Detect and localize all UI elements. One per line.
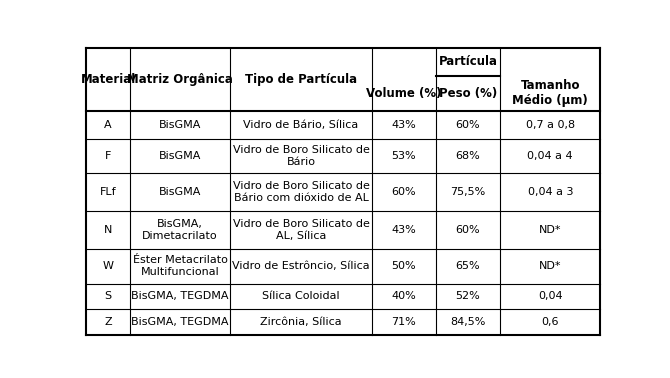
Text: 43%: 43% (391, 225, 416, 235)
Text: Sílica Coloidal: Sílica Coloidal (262, 291, 340, 301)
Text: 0,04 a 4: 0,04 a 4 (527, 151, 573, 161)
Text: 0,6: 0,6 (541, 317, 559, 327)
Text: Vidro de Bário, Sílica: Vidro de Bário, Sílica (243, 120, 358, 130)
Text: A: A (105, 120, 112, 130)
Text: 84,5%: 84,5% (450, 317, 486, 327)
Text: ND*: ND* (539, 225, 561, 235)
Text: 65%: 65% (456, 261, 480, 271)
Text: BisGMA: BisGMA (159, 151, 202, 161)
Text: 60%: 60% (456, 120, 480, 130)
Text: Z: Z (105, 317, 112, 327)
Text: 0,04: 0,04 (538, 291, 563, 301)
Text: 0,04 a 3: 0,04 a 3 (527, 187, 573, 197)
Text: Peso (%): Peso (%) (439, 87, 497, 100)
Text: 43%: 43% (391, 120, 416, 130)
Text: Zircônia, Sílica: Zircônia, Sílica (260, 317, 342, 327)
Text: 60%: 60% (456, 225, 480, 235)
Text: Material: Material (80, 73, 136, 86)
Text: 75,5%: 75,5% (450, 187, 486, 197)
Text: Matriz Orgânica: Matriz Orgânica (127, 73, 233, 86)
Text: 68%: 68% (456, 151, 480, 161)
Text: Tipo de Partícula: Tipo de Partícula (245, 73, 357, 86)
Text: Éster Metacrilato
Multifuncional: Éster Metacrilato Multifuncional (133, 256, 228, 277)
Text: F: F (105, 151, 111, 161)
Text: 53%: 53% (391, 151, 416, 161)
Text: 60%: 60% (391, 187, 416, 197)
Text: 40%: 40% (391, 291, 416, 301)
Text: BisGMA: BisGMA (159, 120, 202, 130)
Text: S: S (105, 291, 112, 301)
Text: Tamanho
Médio (μm): Tamanho Médio (μm) (513, 79, 588, 107)
Text: BisGMA,
Dimetacrilato: BisGMA, Dimetacrilato (142, 219, 218, 241)
Text: Volume (%): Volume (%) (366, 87, 442, 100)
Text: N: N (104, 225, 113, 235)
Text: 52%: 52% (456, 291, 480, 301)
Text: 0,7 a 0,8: 0,7 a 0,8 (526, 120, 575, 130)
Text: 50%: 50% (391, 261, 416, 271)
Text: Partícula: Partícula (439, 56, 498, 68)
Text: Vidro de Boro Silicato de
Bário: Vidro de Boro Silicato de Bário (232, 145, 369, 167)
Text: Vidro de Boro Silicato de
Bário com dióxido de AL: Vidro de Boro Silicato de Bário com dióx… (232, 181, 369, 203)
Text: W: W (103, 261, 114, 271)
Text: BisGMA: BisGMA (159, 187, 202, 197)
Text: ND*: ND* (539, 261, 561, 271)
Text: 71%: 71% (391, 317, 416, 327)
Text: Vidro de Estrôncio, Sílica: Vidro de Estrôncio, Sílica (232, 261, 370, 271)
Text: BisGMA, TEGDMA: BisGMA, TEGDMA (131, 317, 229, 327)
Text: FLf: FLf (100, 187, 117, 197)
Text: BisGMA, TEGDMA: BisGMA, TEGDMA (131, 291, 229, 301)
Text: Vidro de Boro Silicato de
AL, Sílica: Vidro de Boro Silicato de AL, Sílica (232, 219, 369, 241)
